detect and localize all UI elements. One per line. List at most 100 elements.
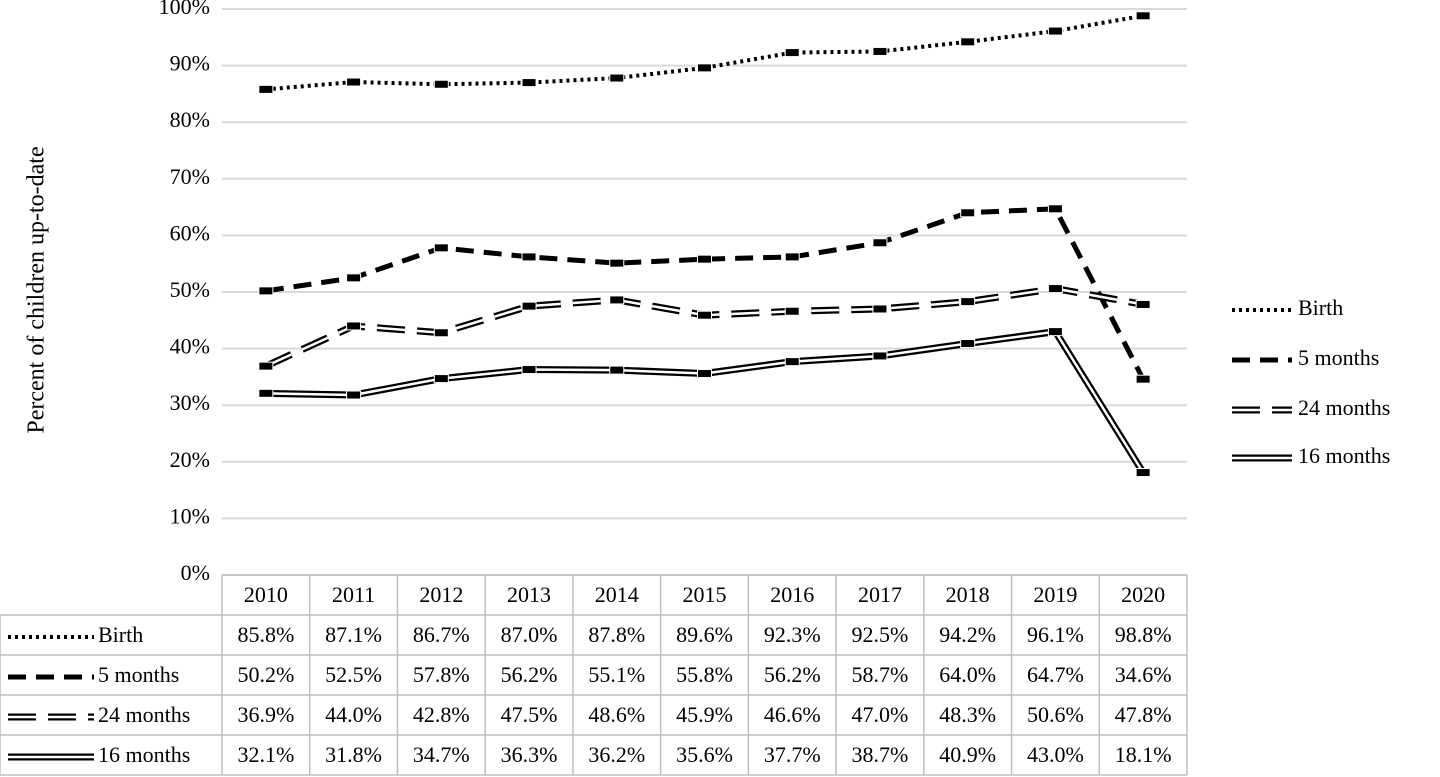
table-value: 56.2% xyxy=(501,662,558,687)
table-row-label: 5 months xyxy=(98,662,179,687)
point-marker xyxy=(872,238,888,248)
point-marker xyxy=(258,286,274,296)
table-value: 56.2% xyxy=(764,662,821,687)
legend-label: 5 months xyxy=(1298,345,1379,370)
point-marker xyxy=(433,328,449,338)
x-tick-label: 2017 xyxy=(858,582,902,607)
point-marker xyxy=(872,351,888,361)
table-value: 32.1% xyxy=(237,742,294,767)
point-marker xyxy=(433,243,449,253)
y-tick-label: 30% xyxy=(170,390,210,415)
y-tick-label: 100% xyxy=(159,0,210,19)
series-line xyxy=(265,206,1146,381)
legend-label: 16 months xyxy=(1298,443,1390,468)
point-marker xyxy=(960,37,976,47)
table-value: 96.1% xyxy=(1027,622,1084,647)
table-value: 48.3% xyxy=(939,702,996,727)
table-value: 42.8% xyxy=(413,702,470,727)
point-marker xyxy=(521,78,537,88)
x-tick-label: 2018 xyxy=(946,582,990,607)
table-value: 44.0% xyxy=(325,702,382,727)
x-tick-label: 2012 xyxy=(419,582,463,607)
point-marker xyxy=(609,258,625,268)
table-value: 47.0% xyxy=(852,702,909,727)
table-value: 50.2% xyxy=(237,662,294,687)
table-value: 47.5% xyxy=(501,702,558,727)
table-value: 34.6% xyxy=(1115,662,1172,687)
point-marker xyxy=(258,388,274,398)
point-marker xyxy=(1047,284,1063,294)
table-value: 48.6% xyxy=(588,702,645,727)
table-value: 37.7% xyxy=(764,742,821,767)
y-tick-label: 50% xyxy=(170,277,210,302)
x-tick-label: 2013 xyxy=(507,582,551,607)
point-marker xyxy=(1135,468,1151,478)
point-marker xyxy=(1135,11,1151,21)
table-value: 87.1% xyxy=(325,622,382,647)
table-value: 55.1% xyxy=(588,662,645,687)
table-row-label: 16 months xyxy=(98,742,190,767)
table-value: 86.7% xyxy=(413,622,470,647)
table-value: 36.2% xyxy=(588,742,645,767)
point-marker xyxy=(258,84,274,94)
x-tick-label: 2014 xyxy=(595,582,639,607)
table-value: 57.8% xyxy=(413,662,470,687)
x-tick-label: 2011 xyxy=(332,582,375,607)
table-row-label: Birth xyxy=(98,622,143,647)
point-marker xyxy=(1135,299,1151,309)
y-tick-label: 90% xyxy=(170,51,210,76)
table-value: 87.8% xyxy=(588,622,645,647)
table-value: 92.5% xyxy=(852,622,909,647)
point-marker xyxy=(872,46,888,56)
point-marker xyxy=(609,365,625,375)
table-value: 64.0% xyxy=(939,662,996,687)
x-tick-label: 2010 xyxy=(244,582,288,607)
table-value: 55.8% xyxy=(676,662,733,687)
point-marker xyxy=(521,365,537,375)
point-marker xyxy=(784,306,800,316)
legend-label: Birth xyxy=(1298,295,1343,320)
x-tick-label: 2015 xyxy=(683,582,727,607)
point-marker xyxy=(433,374,449,384)
point-marker xyxy=(960,339,976,349)
table-value: 31.8% xyxy=(325,742,382,767)
point-marker xyxy=(609,73,625,83)
point-marker xyxy=(697,369,712,379)
point-marker xyxy=(346,390,362,400)
y-tick-label: 10% xyxy=(170,503,210,528)
table-value: 85.8% xyxy=(237,622,294,647)
y-tick-label: 20% xyxy=(170,447,210,472)
y-tick-label: 60% xyxy=(170,220,210,245)
point-marker xyxy=(1047,26,1063,36)
table-value: 46.6% xyxy=(764,702,821,727)
point-marker xyxy=(346,321,362,331)
y-tick-label: 40% xyxy=(170,334,210,359)
table-value: 58.7% xyxy=(852,662,909,687)
table-value: 89.6% xyxy=(676,622,733,647)
point-marker xyxy=(960,297,976,307)
y-tick-label: 80% xyxy=(170,107,210,132)
table-value: 36.3% xyxy=(501,742,558,767)
point-marker xyxy=(609,295,625,305)
point-marker xyxy=(872,304,888,314)
point-marker xyxy=(1047,327,1063,337)
table-value: 45.9% xyxy=(676,702,733,727)
y-tick-label: 0% xyxy=(181,560,210,585)
point-marker xyxy=(784,48,800,58)
point-marker xyxy=(433,79,449,89)
table-value: 47.8% xyxy=(1115,702,1172,727)
table-value: 38.7% xyxy=(852,742,909,767)
point-marker xyxy=(697,254,712,264)
point-marker xyxy=(697,310,712,320)
table-value: 50.6% xyxy=(1027,702,1084,727)
x-tick-label: 2016 xyxy=(770,582,814,607)
table-value: 94.2% xyxy=(939,622,996,647)
table-row-label: 24 months xyxy=(98,702,190,727)
legend-label: 24 months xyxy=(1298,395,1390,420)
y-tick-label: 70% xyxy=(170,164,210,189)
table-value: 34.7% xyxy=(413,742,470,767)
point-marker xyxy=(521,252,537,262)
y-axis-label: Percent of children up-to-date xyxy=(24,146,50,433)
table-value: 35.6% xyxy=(676,742,733,767)
